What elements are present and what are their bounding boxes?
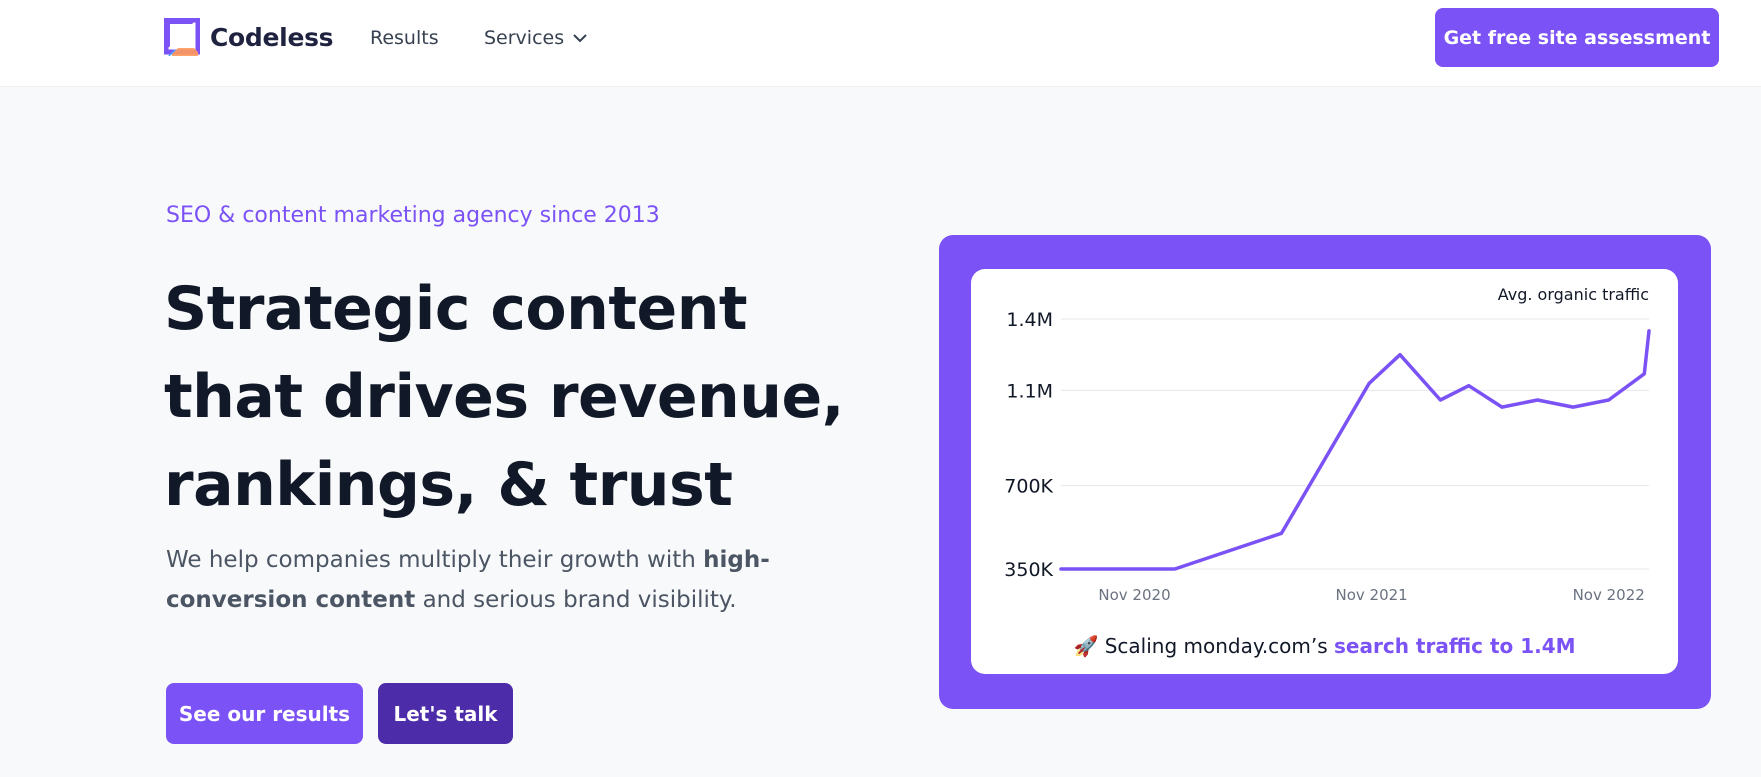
caption-text: Scaling monday.com’s (1098, 634, 1335, 658)
logo[interactable]: Codeless (164, 18, 334, 56)
hero-headline: Strategic content that drives revenue, r… (164, 265, 844, 529)
hero-subtext: We help companies multiply their growth … (166, 540, 806, 620)
x-tick-label: Nov 2021 (1335, 586, 1407, 604)
subtext-bold: high-conversion content (166, 547, 770, 613)
chart-caption: 🚀 Scaling monday.com’s search traffic to… (971, 634, 1678, 658)
logo-text: Codeless (210, 22, 334, 52)
x-tick-label: Nov 2022 (1573, 586, 1645, 604)
y-tick-label: 700K (1004, 476, 1053, 498)
chevron-down-icon (573, 34, 587, 43)
x-tick-label: Nov 2020 (1098, 586, 1170, 604)
nav-services[interactable]: Services (484, 27, 588, 49)
see-our-results-button[interactable]: See our results (166, 683, 363, 744)
headline-line-3: rankings, & trust (164, 450, 733, 520)
nav-results-label: Results (370, 27, 439, 49)
nav-services-label: Services (484, 27, 565, 49)
chart-panel: Avg. organic traffic 1.4M 1.1M 700K 350K Nov … (971, 269, 1678, 674)
y-tick-label: 1.4M (1006, 309, 1053, 331)
y-tick-label: 1.1M (1006, 380, 1053, 402)
subtext-part-1: We help companies multiply their growth … (166, 547, 704, 573)
get-free-site-assessment-button[interactable]: Get free site assessment (1435, 8, 1719, 67)
tagline: SEO & content marketing agency since 201… (166, 203, 660, 228)
headline-line-1: Strategic content (164, 274, 748, 344)
nav-results[interactable]: Results (370, 27, 439, 49)
site-header: Codeless Results Services Get free site … (0, 0, 1761, 87)
chart-card: Avg. organic traffic 1.4M 1.1M 700K 350K Nov … (939, 235, 1711, 709)
series-line-0 (1059, 329, 1651, 571)
caption-highlight: search traffic to 1.4M (1334, 634, 1576, 658)
lets-talk-button[interactable]: Let's talk (378, 683, 513, 744)
rocket-icon: 🚀 (1073, 634, 1099, 658)
y-tick-label: 350K (1004, 559, 1053, 581)
headline-line-2: that drives revenue, (164, 362, 844, 432)
subtext-part-2: and serious brand visibility. (415, 587, 737, 613)
codeless-logo-icon (164, 18, 200, 56)
traffic-chart: Avg. organic traffic 1.4M 1.1M 700K 350K Nov … (1004, 285, 1651, 604)
chart-title: Avg. organic traffic (1498, 285, 1649, 304)
